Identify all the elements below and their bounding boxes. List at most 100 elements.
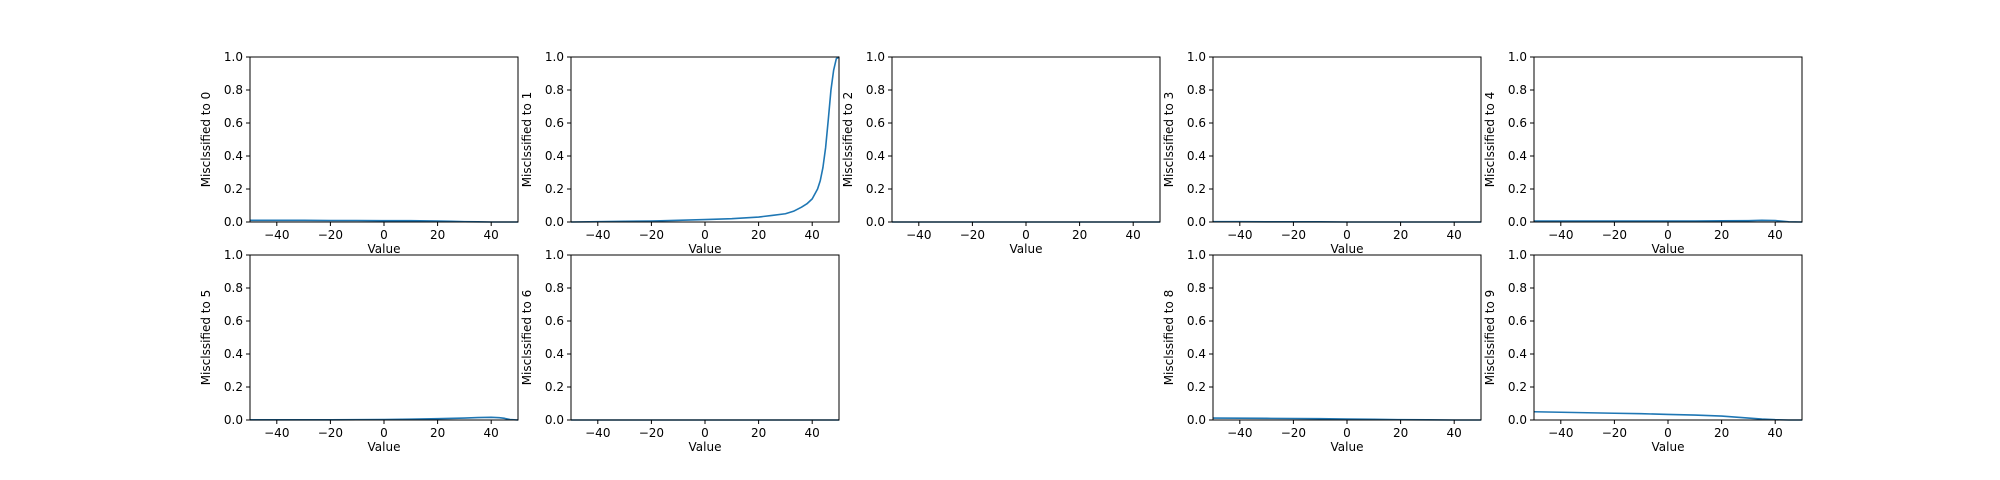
subplot-3: −40 −20 0 20 40 0.0 0.2 0.4 0.6 0.8 1.0 Value Miscls… — [1162, 50, 1482, 256]
y-tick-label: 0.0 — [224, 413, 243, 427]
x-tick-label: 0 — [1664, 228, 1672, 242]
x-tick-label: −20 — [1281, 426, 1306, 440]
x-tick-label: 0 — [1022, 228, 1030, 242]
x-tick-label: 40 — [484, 426, 499, 440]
y-tick-label: 1.0 — [224, 50, 243, 64]
x-tick-label: −40 — [1227, 426, 1252, 440]
x-tick-label: 20 — [751, 228, 766, 242]
y-tick-label: 0.0 — [545, 215, 564, 229]
y-axis-label: Misclssified to 2 — [841, 92, 855, 188]
y-axis-label: Misclssified to 9 — [1483, 290, 1497, 386]
y-tick-label: 0.8 — [1187, 83, 1206, 97]
x-tick-label: −40 — [906, 228, 931, 242]
y-tick-label: 0.6 — [1508, 116, 1527, 130]
y-tick-label: 0.2 — [1508, 380, 1527, 394]
axes-frame — [1533, 254, 1803, 421]
x-axis-label: Value — [1331, 242, 1364, 256]
y-axis-label: Misclssified to 8 — [1162, 290, 1176, 386]
axes-frame — [249, 56, 519, 223]
x-tick-label: 40 — [1126, 228, 1141, 242]
y-tick-label: 0.2 — [1508, 182, 1527, 196]
x-tick-label: 20 — [1714, 228, 1729, 242]
x-tick-label: −40 — [264, 228, 289, 242]
y-tick-label: 0.2 — [224, 182, 243, 196]
x-tick-label: −20 — [1602, 426, 1627, 440]
y-tick-label: 0.0 — [1508, 215, 1527, 229]
y-tick-label: 0.8 — [1508, 83, 1527, 97]
x-tick-label: −20 — [1281, 228, 1306, 242]
y-tick-label: 0.2 — [224, 380, 243, 394]
y-tick-label: 0.4 — [545, 149, 564, 163]
axes-frame — [570, 56, 840, 223]
y-tick-label: 0.8 — [224, 83, 243, 97]
y-tick-label: 0.6 — [545, 116, 564, 130]
y-tick-label: 0.2 — [545, 182, 564, 196]
x-axis-label: Value — [1652, 242, 1685, 256]
y-axis-label: Misclssified to 4 — [1483, 92, 1497, 188]
x-tick-label: −40 — [585, 228, 610, 242]
y-tick-label: 0.6 — [866, 116, 885, 130]
axes-frame — [891, 56, 1161, 223]
x-tick-label: 0 — [1664, 426, 1672, 440]
x-tick-label: 20 — [1393, 426, 1408, 440]
axes-frame — [1533, 56, 1803, 223]
y-tick-label: 1.0 — [1187, 50, 1206, 64]
x-tick-label: −40 — [1227, 228, 1252, 242]
y-tick-label: 0.6 — [224, 314, 243, 328]
axes-frame — [249, 254, 519, 421]
y-tick-label: 1.0 — [866, 50, 885, 64]
x-tick-label: −40 — [1548, 426, 1573, 440]
subplot-8: −40 −20 0 20 40 0.0 0.2 0.4 0.6 0.8 1.0 Value Miscls… — [1483, 248, 1803, 454]
x-tick-label: −20 — [1602, 228, 1627, 242]
y-tick-label: 0.4 — [1187, 149, 1206, 163]
series-line — [571, 56, 839, 223]
x-axis-label: Value — [1331, 440, 1364, 454]
x-axis-label: Value — [689, 242, 722, 256]
x-tick-label: −20 — [639, 228, 664, 242]
y-tick-label: 0.8 — [1187, 281, 1206, 295]
y-tick-label: 0.6 — [224, 116, 243, 130]
y-tick-label: 0.6 — [1187, 116, 1206, 130]
y-tick-label: 1.0 — [545, 248, 564, 262]
y-tick-label: 0.6 — [1508, 314, 1527, 328]
x-tick-label: −40 — [585, 426, 610, 440]
x-tick-label: 20 — [430, 426, 445, 440]
y-axis-label: Misclssified to 5 — [199, 290, 213, 386]
subplot-7: −40 −20 0 20 40 0.0 0.2 0.4 0.6 0.8 1.0 Value Miscls… — [1162, 248, 1482, 454]
axes-frame — [1212, 254, 1482, 421]
y-tick-label: 1.0 — [1187, 248, 1206, 262]
y-tick-label: 0.8 — [545, 83, 564, 97]
x-tick-label: −20 — [318, 228, 343, 242]
x-axis-label: Value — [1652, 440, 1685, 454]
y-tick-label: 0.8 — [545, 281, 564, 295]
x-tick-label: 20 — [1072, 228, 1087, 242]
x-tick-label: −40 — [264, 426, 289, 440]
x-tick-label: 40 — [484, 228, 499, 242]
y-tick-label: 0.2 — [866, 182, 885, 196]
y-tick-label: 0.0 — [545, 413, 564, 427]
subplot-1: −40 −20 0 20 40 0.0 0.2 0.4 0.6 0.8 1.0 Value Miscls… — [520, 50, 840, 256]
subplot-4: −40 −20 0 20 40 0.0 0.2 0.4 0.6 0.8 1.0 Value Miscls… — [1483, 50, 1803, 256]
series-line — [1534, 219, 1802, 223]
x-tick-label: 40 — [805, 426, 820, 440]
y-tick-label: 0.4 — [545, 347, 564, 361]
x-tick-label: 40 — [1447, 426, 1462, 440]
y-axis-label: Misclssified to 1 — [520, 92, 534, 188]
y-tick-label: 1.0 — [545, 50, 564, 64]
y-tick-label: 0.4 — [1187, 347, 1206, 361]
y-tick-label: 0.4 — [1508, 347, 1527, 361]
y-axis-label: Misclssified to 3 — [1162, 92, 1176, 188]
x-tick-label: 40 — [805, 228, 820, 242]
y-tick-label: 0.4 — [224, 347, 243, 361]
x-axis-label: Value — [689, 440, 722, 454]
y-tick-label: 0.8 — [1508, 281, 1527, 295]
y-tick-label: 0.0 — [1508, 413, 1527, 427]
y-tick-label: 0.0 — [1187, 413, 1206, 427]
y-tick-label: 0.8 — [224, 281, 243, 295]
x-tick-label: 20 — [1714, 426, 1729, 440]
x-tick-label: 40 — [1768, 228, 1783, 242]
x-tick-label: 0 — [701, 228, 709, 242]
x-tick-label: 40 — [1768, 426, 1783, 440]
y-tick-label: 0.2 — [545, 380, 564, 394]
